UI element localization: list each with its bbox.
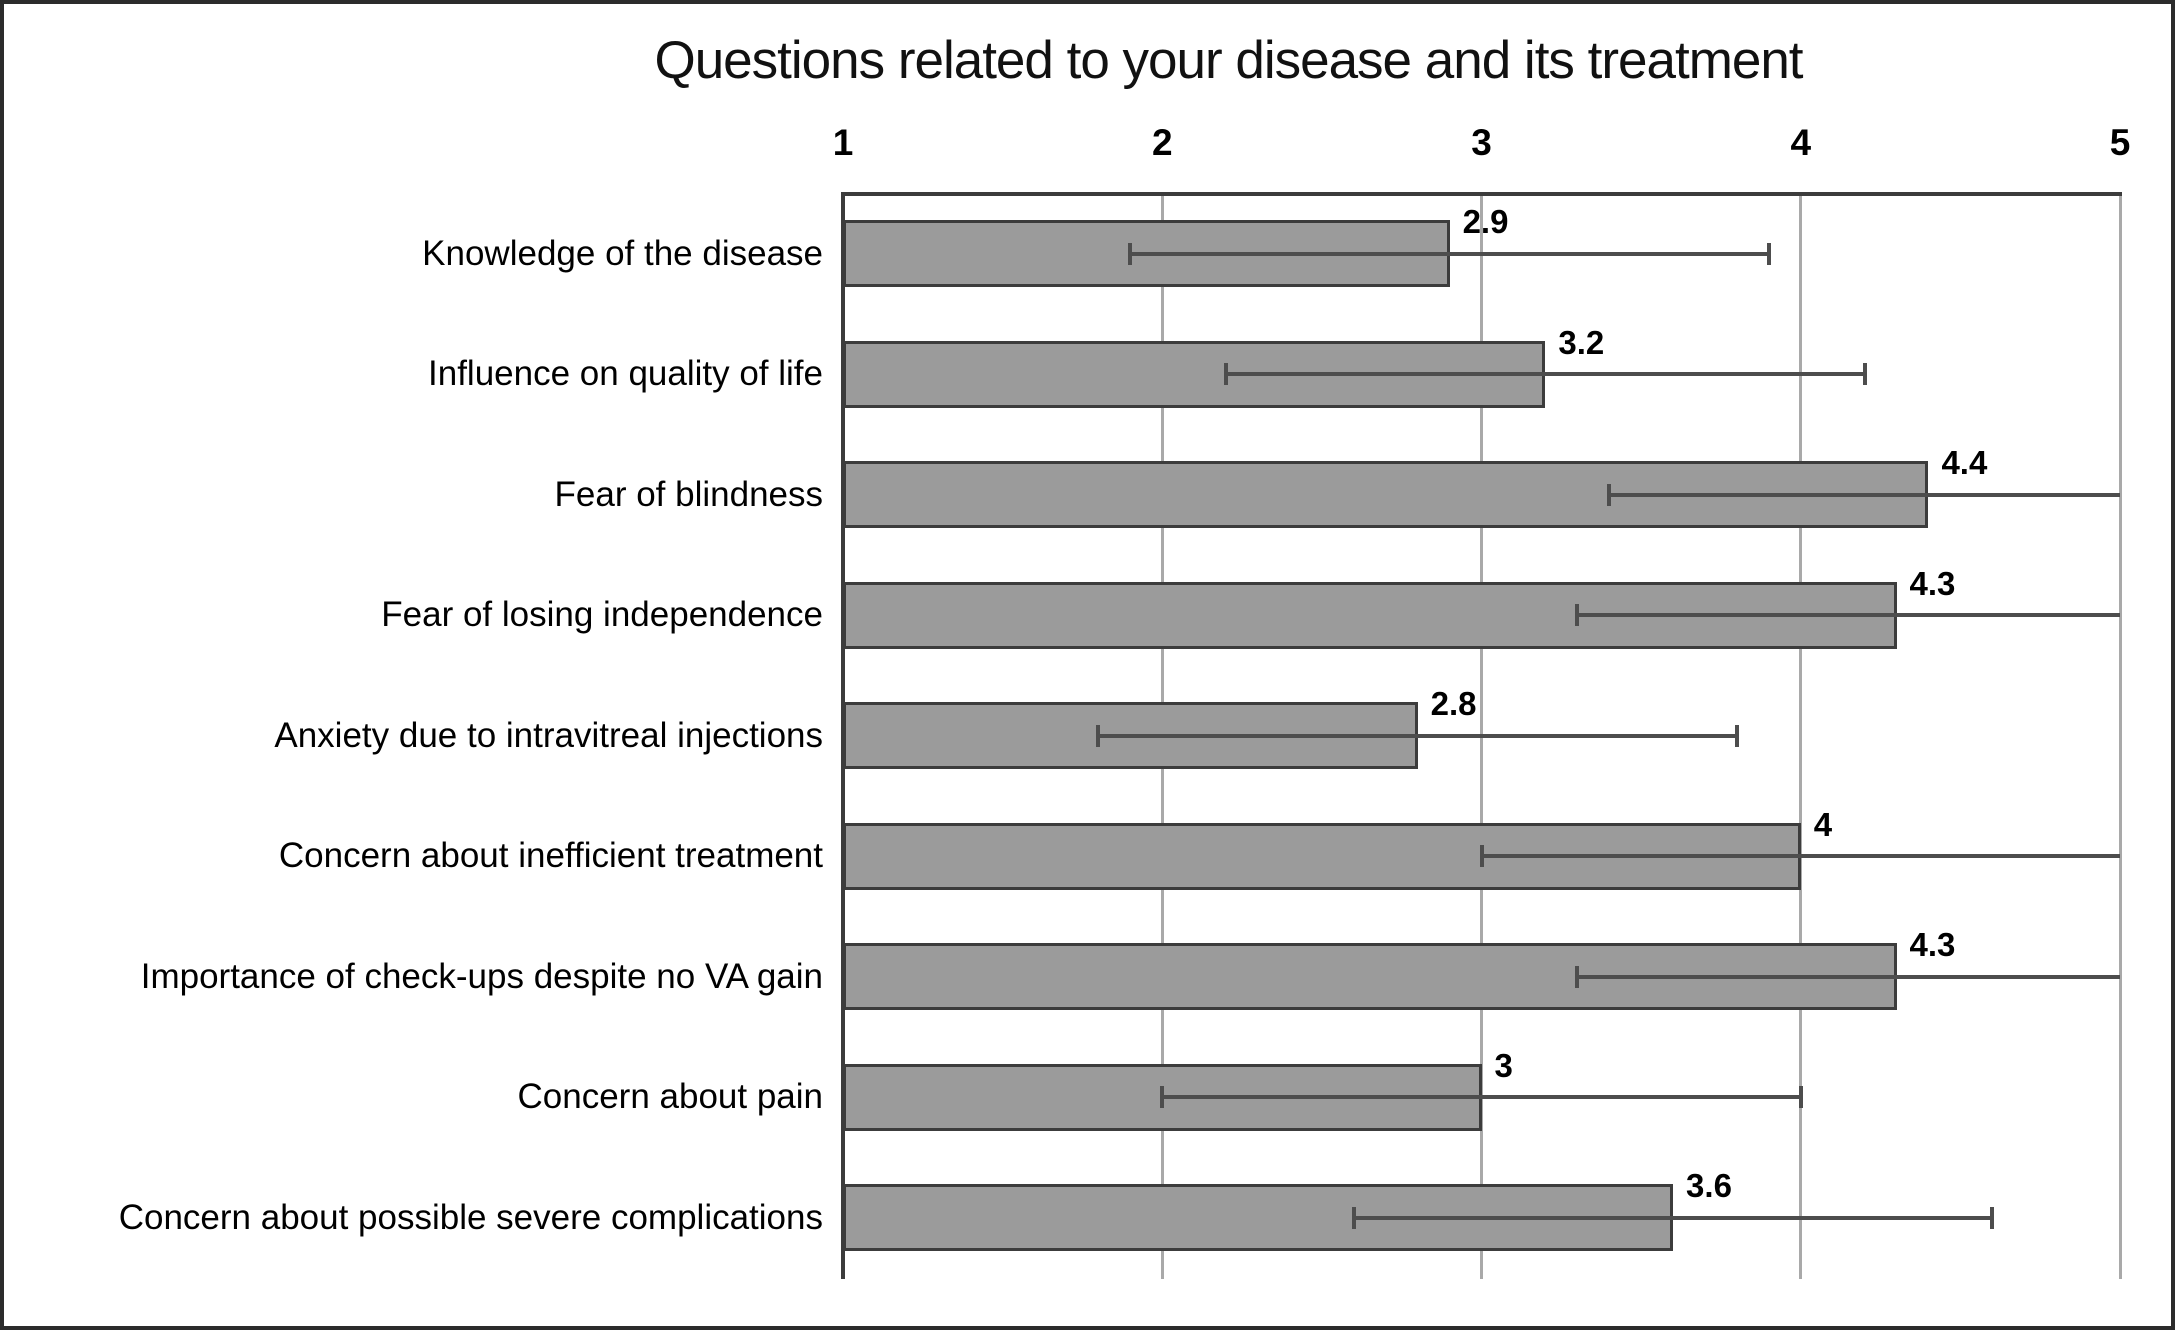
- x-tick-label: 5: [2109, 122, 2131, 163]
- error-bar: [1577, 974, 2120, 979]
- value-label: 4.4: [1941, 444, 1988, 482]
- error-bar-cap-high: [1862, 363, 1867, 386]
- category-label: Influence on quality of life: [428, 354, 823, 394]
- plot-top-axis-line: [841, 192, 2122, 196]
- error-bar-cap-high: [1734, 724, 1739, 747]
- gridline: [1799, 194, 1803, 1279]
- x-tick-label: 3: [1471, 122, 1492, 163]
- value-label: 3: [1494, 1046, 1513, 1084]
- value-label: 4: [1813, 805, 1833, 843]
- error-bar: [1098, 733, 1737, 738]
- value-label: 4.3: [1909, 926, 1956, 964]
- category-label: Fear of blindness: [554, 474, 823, 514]
- plot-right-edge-line: [2118, 194, 2122, 1279]
- value-label: 2.8: [1430, 685, 1477, 723]
- plot-left-axis-line: [841, 192, 845, 1279]
- error-bar-cap-low: [1351, 1206, 1356, 1229]
- value-label: 2.9: [1462, 203, 1509, 240]
- category-label: Knowledge of the disease: [422, 233, 823, 273]
- bar: [843, 340, 1546, 408]
- error-bar-cap-low: [1128, 242, 1133, 265]
- error-bar-cap-low: [1575, 965, 1580, 988]
- value-label: 3.2: [1558, 323, 1605, 361]
- plot-area: 1 2 3 4 5 Knowledge of the disease 2.9 Influenc…: [4, 4, 2171, 1326]
- error-bar-cap-low: [1160, 1086, 1165, 1109]
- category-label: Concern about pain: [517, 1077, 824, 1117]
- error-bar: [1577, 613, 2120, 618]
- error-bar-cap-low: [1575, 604, 1580, 627]
- bar: [843, 822, 1801, 890]
- error-bar-cap-low: [1607, 483, 1612, 506]
- category-label: Importance of check-ups despite no VA ga…: [140, 956, 823, 996]
- category-label: Anxiety due to intravitreal injections: [274, 715, 823, 755]
- error-bar-cap-low: [1096, 724, 1101, 747]
- category-label: Concern about possible severe complicati…: [118, 1197, 823, 1237]
- error-bar-cap-high: [1798, 1086, 1803, 1109]
- category-label: Fear of losing independence: [381, 595, 823, 635]
- x-tick-label: 4: [1790, 122, 1812, 163]
- error-bar: [1353, 1215, 1993, 1220]
- category-label: Concern about inefficient treatment: [278, 836, 823, 876]
- value-label: 3.6: [1686, 1167, 1732, 1205]
- error-bar: [1481, 854, 2120, 859]
- x-tick-label: 1: [832, 122, 854, 163]
- error-bar: [1130, 251, 1769, 256]
- error-bar: [1609, 492, 2120, 497]
- chart-title: Questions related to your disease and it…: [654, 31, 1803, 90]
- error-bar-cap-high: [1990, 1206, 1995, 1229]
- error-bar: [1162, 1095, 1801, 1100]
- error-bar-cap-low: [1224, 363, 1229, 386]
- error-bar: [1226, 372, 1865, 377]
- x-tick-label: 2: [1151, 122, 1173, 163]
- error-bar-cap-low: [1479, 845, 1484, 868]
- error-bar-cap-high: [1766, 242, 1771, 265]
- value-label: 4.3: [1909, 564, 1956, 602]
